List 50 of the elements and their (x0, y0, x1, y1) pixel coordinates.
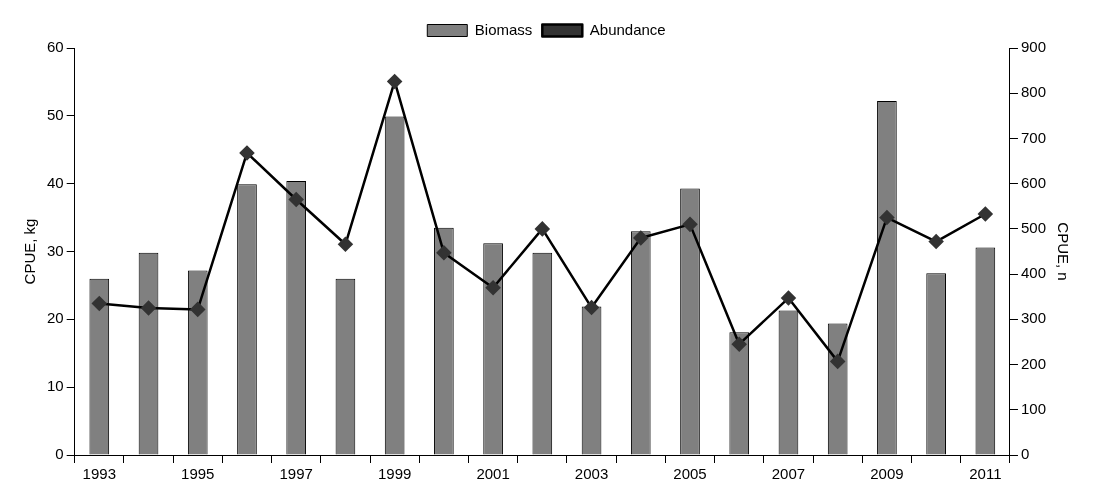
x-tick-label: 1997 (279, 465, 313, 483)
point (928, 234, 944, 249)
y-axis-title: CPUE, kg (21, 218, 39, 285)
x-tick-label: 1993 (82, 465, 116, 483)
point (731, 336, 747, 352)
y2-tick-label: 100 (1020, 399, 1046, 417)
point (92, 296, 107, 311)
point (682, 217, 698, 232)
x-tick-label: 2009 (870, 465, 904, 483)
x-tick-label: 2001 (476, 465, 510, 483)
point (485, 280, 501, 295)
point (141, 300, 156, 316)
x-tick-label: 2005 (673, 465, 707, 483)
point (190, 302, 205, 317)
y2-tick-label: 0 (1020, 445, 1030, 463)
y-tick-label: 0 (55, 445, 64, 463)
y-tick-label: 60 (47, 38, 64, 56)
point (830, 354, 845, 369)
point (584, 300, 599, 315)
y2-tick-label: 900 (1020, 38, 1046, 56)
x-tick-label: 1995 (181, 465, 215, 483)
y2-tick-label: 300 (1020, 309, 1046, 327)
y2-tick-label: 700 (1020, 128, 1046, 146)
point (239, 145, 255, 161)
point (781, 290, 796, 306)
y2-axis-title: CPUE, n (1054, 222, 1072, 281)
point (436, 245, 452, 261)
x-tick-label: 1999 (377, 465, 412, 483)
legend-label: Abundance (589, 20, 666, 38)
y-tick-label: 20 (47, 309, 64, 327)
point (535, 221, 550, 237)
point (879, 210, 895, 225)
point (978, 206, 993, 222)
point (633, 230, 649, 246)
y-tick-label: 30 (47, 241, 64, 259)
legend-label: Biomass (474, 20, 533, 38)
x-tick-label: 2003 (574, 465, 609, 483)
point (338, 237, 353, 252)
y2-tick-label: 200 (1020, 354, 1046, 372)
y2-tick-label: 800 (1020, 83, 1046, 101)
x-tick-label: 2011 (969, 465, 1002, 483)
point (387, 74, 402, 89)
y2-tick-label: 400 (1020, 264, 1046, 282)
y-tick-label: 10 (47, 377, 64, 395)
y2-tick-label: 500 (1020, 219, 1046, 237)
y2-tick-label: 600 (1020, 173, 1046, 191)
x-tick-label: 2007 (771, 465, 806, 483)
y-tick-label: 50 (47, 105, 64, 123)
point (288, 192, 304, 207)
y-tick-label: 40 (47, 173, 64, 191)
